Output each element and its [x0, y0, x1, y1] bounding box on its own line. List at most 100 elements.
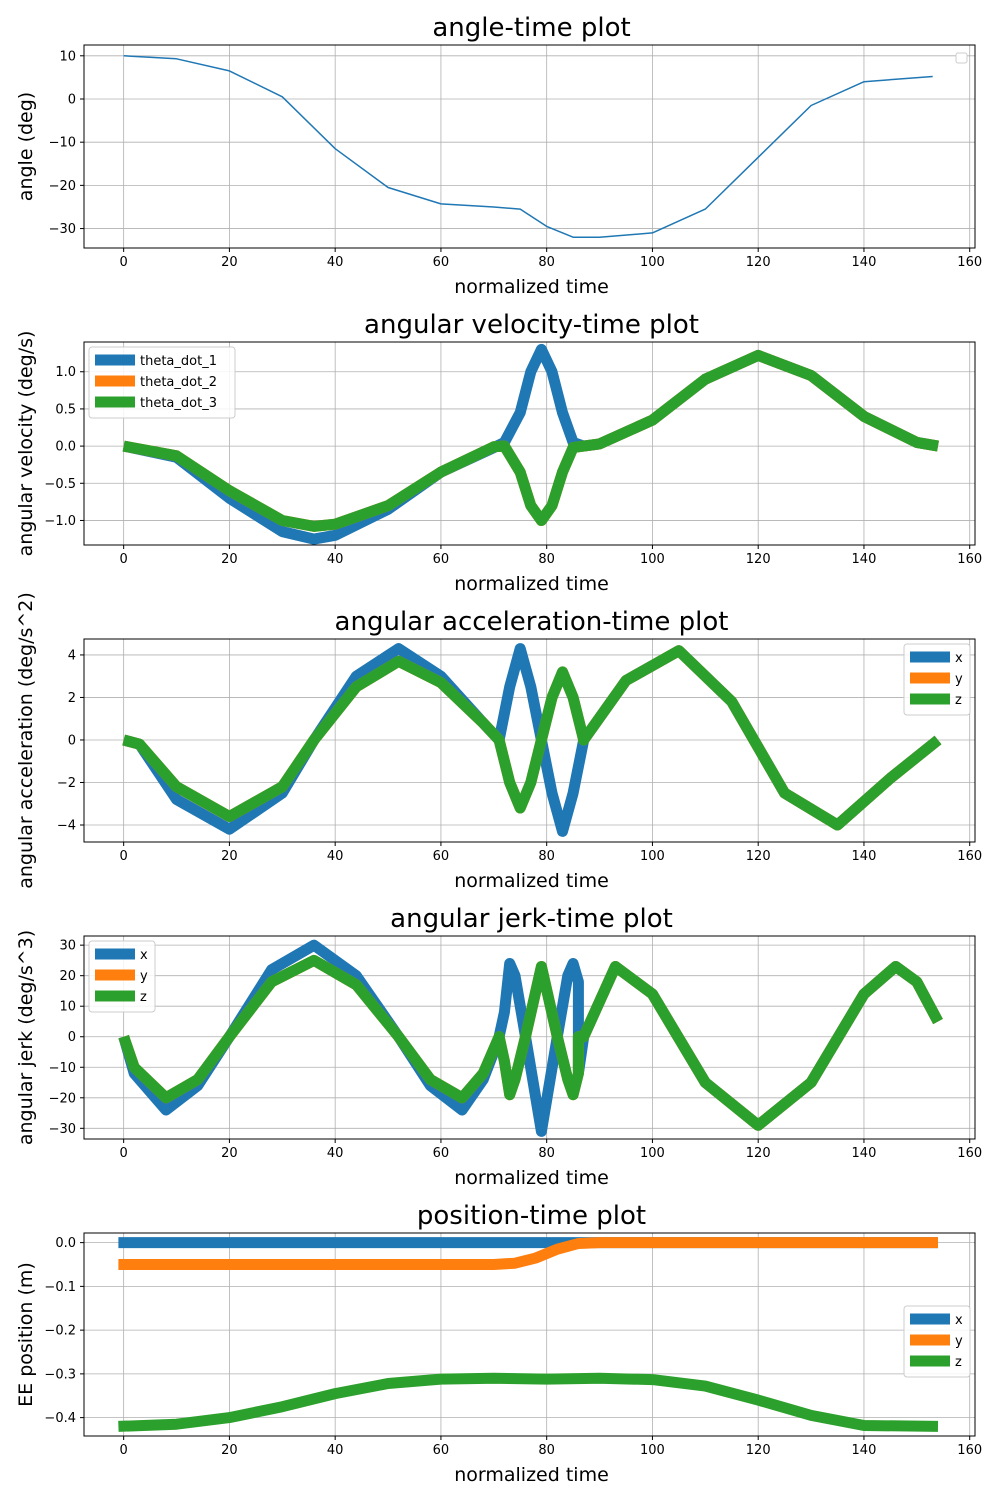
y-tick-label: −30 — [49, 222, 76, 237]
x-tick-label: 0 — [120, 552, 128, 567]
y-tick-label: −0.2 — [44, 1324, 76, 1339]
series-group — [118, 939, 943, 1137]
chart-1: 0 20 40 60 80 100 120 140 160100−10−20−30angle-t… — [15, 13, 982, 298]
y-tick-label: 0.0 — [55, 1236, 76, 1251]
chart-2: 0 20 40 60 80 100 120 140 160 1.0 0.5 0.0 −0.5 −1.0 an… — [15, 310, 982, 595]
y-tick-label: 30 — [59, 939, 76, 954]
axes-frame — [83, 44, 976, 249]
x-axis-label: normalized time — [454, 1167, 609, 1189]
x-tick-label: 160 — [957, 1146, 982, 1161]
x-tick-label: 40 — [327, 255, 344, 270]
y-tick-label: −0.1 — [44, 1280, 76, 1295]
y-tick-label: −10 — [49, 1061, 76, 1076]
legend-label-x: x — [955, 651, 963, 666]
x-tick-label: 160 — [957, 552, 982, 567]
y-tick-label: 20 — [59, 969, 76, 984]
legend-label-y: y — [955, 1334, 963, 1349]
legend-label-z: z — [140, 990, 147, 1005]
x-tick-label: 140 — [852, 1443, 877, 1458]
x-tick-label: 100 — [640, 1443, 665, 1458]
y-tick-label: −10 — [49, 136, 76, 151]
x-tick-label: 20 — [221, 1146, 238, 1161]
chart-title: angle-time plot — [432, 13, 630, 43]
x-tick-label: 80 — [538, 849, 555, 864]
y-tick-label: 0 — [68, 733, 76, 748]
chart-title: angular acceleration-time plot — [335, 607, 729, 637]
y-tick-label: −0.5 — [44, 477, 76, 492]
legend-label-theta_dot_2: theta_dot_2 — [140, 375, 217, 390]
x-tick-label: 140 — [852, 552, 877, 567]
x-tick-label: 60 — [433, 552, 450, 567]
y-tick-label: −0.3 — [44, 1367, 76, 1382]
x-tick-label: 160 — [957, 849, 982, 864]
x-tick-label: 100 — [640, 255, 665, 270]
y-tick-label: −2 — [57, 776, 76, 791]
y-tick-label: 4 — [68, 648, 76, 663]
x-tick-label: 40 — [327, 1146, 344, 1161]
legend-box — [955, 52, 968, 64]
legend: xyz — [88, 940, 156, 1013]
legend-label-theta_dot_3: theta_dot_3 — [140, 396, 217, 411]
x-tick-label: 120 — [746, 849, 771, 864]
x-tick-label: 60 — [433, 1443, 450, 1458]
x-tick-label: 20 — [221, 255, 238, 270]
x-axis-label: normalized time — [454, 1464, 609, 1486]
series-line-series-1 — [123, 55, 933, 238]
y-tick-label: 0 — [68, 92, 76, 107]
legend: theta_dot_1 theta_dot_2 theta_dot_3 — [88, 346, 236, 419]
series-line-z — [122, 645, 942, 831]
axes-frame — [83, 935, 976, 1140]
legend-label-x: x — [955, 1313, 963, 1328]
y-axis-label: angular jerk (deg/s^3) — [15, 930, 37, 1145]
x-tick-label: 60 — [433, 1146, 450, 1161]
x-tick-label: 120 — [746, 1146, 771, 1161]
x-tick-label: 80 — [538, 1443, 555, 1458]
axes-frame — [83, 341, 976, 546]
x-tick-label: 80 — [538, 255, 555, 270]
x-tick-label: 0 — [120, 849, 128, 864]
y-tick-label: 0.5 — [55, 402, 76, 417]
x-tick-label: 140 — [852, 1146, 877, 1161]
y-axis-label: angular velocity (deg/s) — [15, 331, 37, 557]
y-tick-label: −4 — [57, 818, 76, 833]
x-tick-label: 0 — [120, 255, 128, 270]
x-tick-label: 120 — [746, 255, 771, 270]
y-tick-label: −20 — [49, 179, 76, 194]
legend-label-x: x — [140, 948, 148, 963]
x-tick-label: 20 — [221, 1443, 238, 1458]
series-group — [122, 343, 939, 545]
axes-frame — [83, 638, 976, 843]
x-tick-label: 0 — [120, 1146, 128, 1161]
x-tick-label: 120 — [746, 1443, 771, 1458]
x-axis-label: normalized time — [454, 870, 609, 892]
chart-title: angular velocity-time plot — [364, 310, 699, 340]
y-tick-label: 0 — [68, 1030, 76, 1045]
legend: xyz — [903, 643, 971, 716]
axes-frame — [83, 1232, 976, 1437]
series-line-y — [118, 1237, 938, 1270]
y-tick-label: 2 — [68, 691, 76, 706]
chart-title: angular jerk-time plot — [390, 904, 673, 934]
y-axis-label: angular acceleration (deg/s^2) — [15, 592, 37, 889]
legend-label-z: z — [955, 1355, 962, 1370]
y-tick-label: 0.0 — [55, 440, 76, 455]
x-tick-label: 40 — [327, 552, 344, 567]
x-tick-label: 140 — [852, 849, 877, 864]
y-tick-label: −1.0 — [44, 514, 76, 529]
x-tick-label: 160 — [957, 255, 982, 270]
series-group — [123, 55, 933, 238]
x-axis-label: normalized time — [454, 276, 609, 298]
x-tick-label: 60 — [433, 255, 450, 270]
legend-label-theta_dot_1: theta_dot_1 — [140, 354, 217, 369]
series-line-z — [118, 1372, 939, 1432]
legend-label-y: y — [955, 672, 963, 687]
x-tick-label: 40 — [327, 1443, 344, 1458]
x-tick-label: 100 — [640, 552, 665, 567]
x-tick-label: 120 — [746, 552, 771, 567]
y-tick-label: −20 — [49, 1091, 76, 1106]
chart-title: position-time plot — [417, 1201, 646, 1231]
x-tick-label: 160 — [957, 1443, 982, 1458]
y-tick-label: 10 — [59, 1000, 76, 1015]
x-axis-label: normalized time — [454, 573, 609, 595]
y-tick-label: −30 — [49, 1122, 76, 1137]
